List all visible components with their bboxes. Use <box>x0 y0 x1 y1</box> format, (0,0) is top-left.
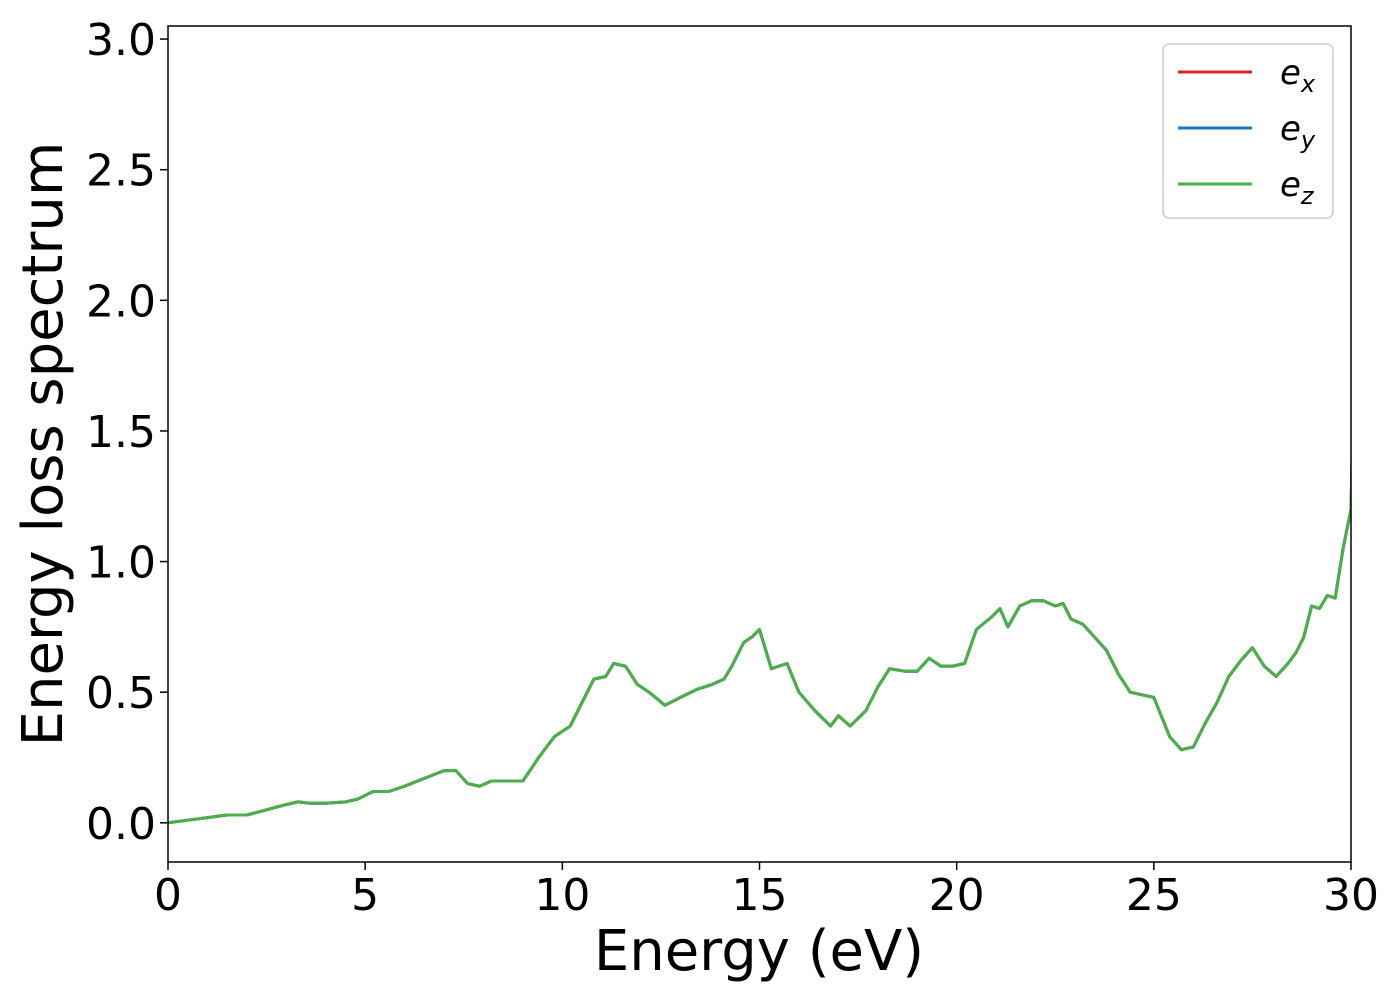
x-tick-label: 0 <box>154 870 182 921</box>
x-tick-label: 20 <box>929 870 985 921</box>
y-axis-ticks: 0.0 0.5 1.0 1.5 2.0 2.5 3.0 <box>86 15 168 850</box>
series-line-e-z <box>168 439 1351 825</box>
legend-box <box>1162 43 1334 219</box>
plot-area <box>168 26 1351 862</box>
y-tick-label: 2.0 <box>86 276 156 327</box>
legend-label-e-z: ez <box>1280 165 1315 210</box>
x-axis-ticks: 0 5 10 15 20 25 30 <box>154 862 1379 921</box>
y-tick-label: 1.0 <box>86 538 156 589</box>
x-tick-label: 15 <box>732 870 788 921</box>
x-axis-label: Energy (eV) <box>594 919 924 984</box>
y-axis-label: Energy loss spectrum <box>11 142 76 747</box>
x-tick-label: 25 <box>1126 870 1182 921</box>
legend: ex ey ez <box>1162 43 1334 219</box>
series-layer <box>168 439 1351 825</box>
x-tick-label: 5 <box>351 870 379 921</box>
x-tick-label: 10 <box>534 870 590 921</box>
legend-label-e-x: ex <box>1280 53 1316 98</box>
y-tick-label: 3.0 <box>86 15 156 66</box>
y-tick-label: 2.5 <box>86 146 156 197</box>
legend-label-e-y: ey <box>1280 109 1316 154</box>
x-tick-label: 30 <box>1323 870 1379 921</box>
y-tick-label: 0.0 <box>86 799 156 850</box>
y-tick-label: 1.5 <box>86 407 156 458</box>
y-tick-label: 0.5 <box>86 668 156 719</box>
